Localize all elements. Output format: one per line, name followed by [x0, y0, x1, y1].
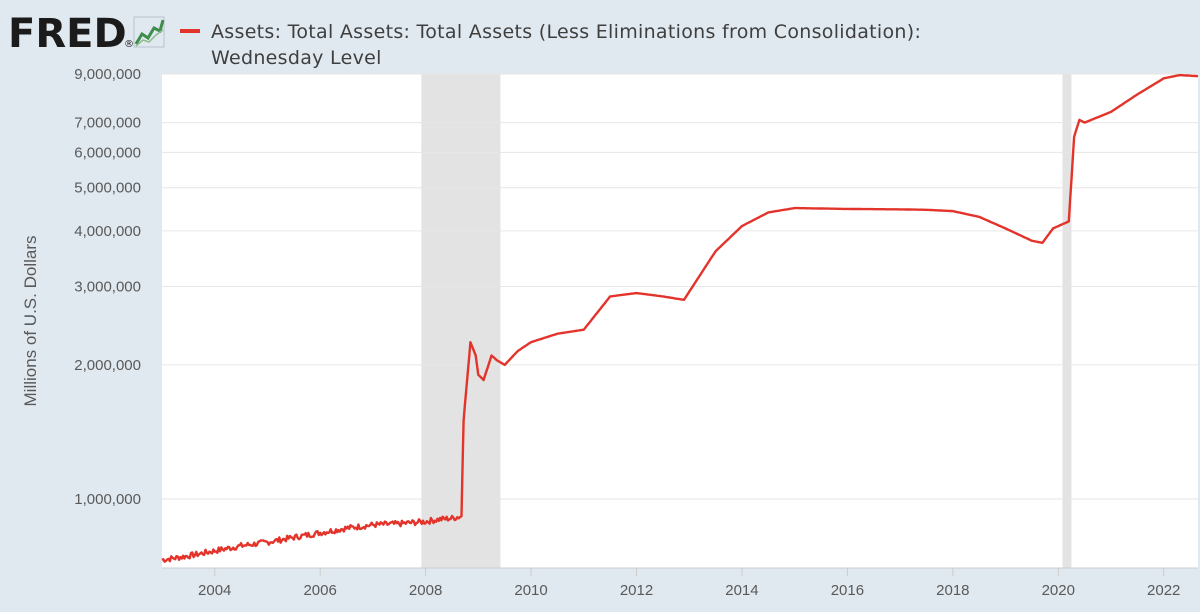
chart-title-line1: Assets: Total Assets: Total Assets (Less… [211, 21, 921, 43]
fred-logo[interactable]: FRED ® [8, 11, 165, 57]
x-tick-label: 2022 [1147, 582, 1180, 599]
recession-band-0 [421, 74, 501, 568]
x-axis: 2004 2006 2008 2010 2012 2014 2016 2018 2020 2022 [162, 567, 1198, 599]
line-chart-icon [133, 16, 165, 48]
y-axis: 1,000,000 2,000,000 3,000,000 4,000,000 5,00… [74, 66, 141, 508]
recession-shading [421, 74, 1072, 568]
x-tick-label: 2012 [620, 582, 653, 599]
plot-area [162, 74, 1198, 568]
y-tick-label: 5,000,000 [74, 180, 141, 197]
x-tick-label: 2008 [409, 582, 442, 599]
x-tick-label: 2016 [831, 582, 864, 599]
x-tick-label: 2018 [936, 582, 969, 599]
x-tick-label: 2014 [725, 582, 758, 599]
y-axis-label: Millions of U.S. Dollars [21, 236, 40, 407]
y-tick-label: 4,000,000 [74, 223, 141, 240]
y-tick-label: 1,000,000 [74, 491, 141, 508]
y-tick-label: 3,000,000 [74, 279, 141, 296]
y-tick-label: 9,000,000 [74, 66, 141, 83]
x-tick-label: 2004 [198, 582, 231, 599]
x-tick-label: 2006 [303, 582, 336, 599]
y-tick-label: 7,000,000 [74, 115, 141, 132]
gridlines [162, 73, 1198, 500]
registered-mark: ® [124, 39, 134, 50]
fred-logo-text: FRED [8, 11, 127, 57]
y-tick-label: 2,000,000 [74, 357, 141, 374]
y-tick-label: 6,000,000 [74, 144, 141, 161]
series-line-total-assets [161, 73, 1199, 563]
recession-band-1 [1062, 74, 1072, 568]
x-tick-label: 2010 [514, 582, 547, 599]
chart-title-line2: Wednesday Level [211, 47, 382, 69]
x-tick-label: 2020 [1042, 582, 1075, 599]
